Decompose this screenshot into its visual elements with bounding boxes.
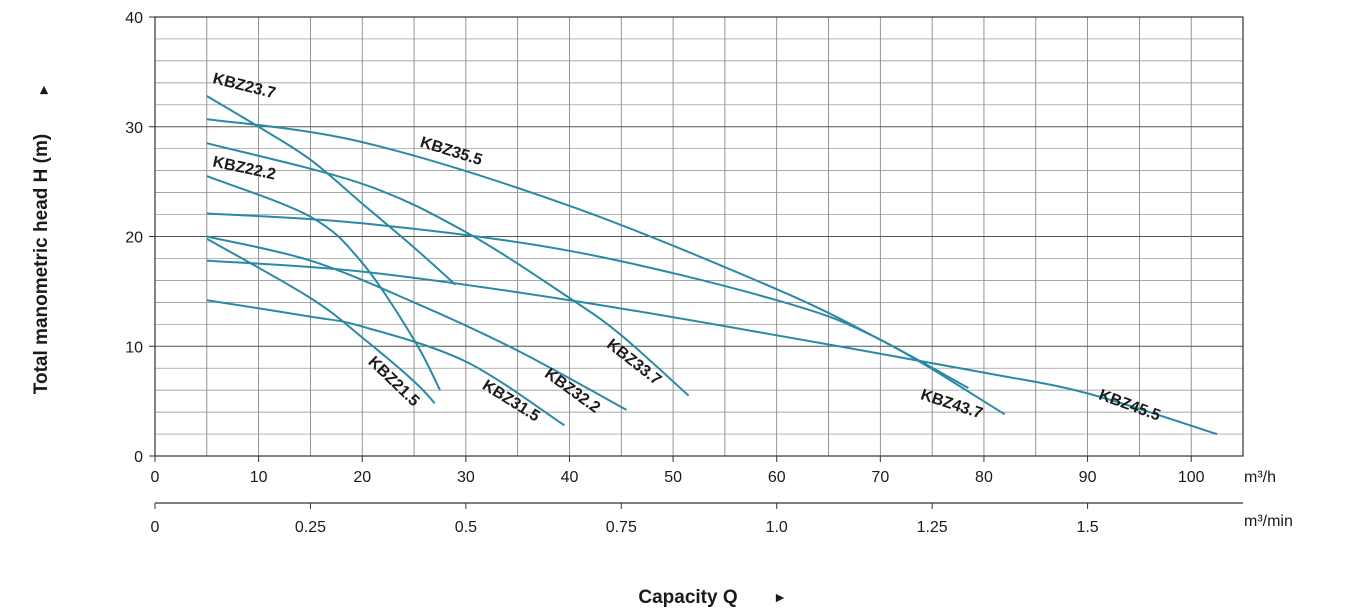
series-labels: KBZ23.7KBZ35.5KBZ22.2KBZ33.7KBZ32.2KBZ21…	[211, 70, 1163, 425]
x-tick-label: 50	[664, 469, 682, 486]
x-tick-label: 30	[457, 469, 475, 486]
y-tick-label: 40	[125, 10, 143, 27]
series-line-kbz31-5	[206, 299, 565, 427]
series-label-kbz23-7: KBZ23.7	[211, 70, 277, 102]
series-line-kbz21-5	[206, 237, 436, 404]
x-axis-unit: m³/h	[1244, 469, 1276, 486]
x-tick-label: 0	[151, 469, 160, 486]
series-label-kbz45-5: KBZ45.5	[1097, 387, 1163, 425]
x-tick-label: 10	[250, 469, 268, 486]
series-lines	[206, 95, 1218, 436]
x2-tick-label: 0.75	[606, 519, 637, 536]
x2-axis-unit: m³/min	[1244, 513, 1293, 530]
plot-grid	[155, 17, 1243, 456]
x2-tick-label: 1.25	[917, 519, 948, 536]
x-tick-label: 70	[871, 469, 889, 486]
series-label-kbz43-7: KBZ43.7	[918, 387, 984, 423]
x-tick-label: 20	[353, 469, 371, 486]
y-axis-arrow: ►	[35, 83, 51, 97]
series-line-kbz32-2	[206, 235, 627, 411]
series-line-kbz43-7	[206, 212, 1006, 416]
series-label-kbz31-5: KBZ31.5	[479, 377, 542, 425]
series-line-kbz45-5	[206, 259, 1218, 436]
x2-tick-label: 0.5	[455, 519, 477, 536]
x2-tick-label: 0	[151, 519, 160, 536]
x-tick-label: 90	[1079, 469, 1097, 486]
x2-tick-label: 1.5	[1076, 519, 1098, 536]
y-tick-label: 0	[134, 449, 143, 466]
x-tick-label: 40	[561, 469, 579, 486]
x-tick-label: 100	[1178, 469, 1205, 486]
x-axis-arrow: ►	[773, 589, 787, 605]
x-tick-label: 60	[768, 469, 786, 486]
x2-tick-label: 0.25	[295, 519, 326, 536]
y-tick-label: 30	[125, 120, 143, 137]
y-axis-label: Total manometric head H (m)	[31, 134, 52, 394]
plot-axes	[149, 16, 1244, 509]
x-tick-label: 80	[975, 469, 993, 486]
x2-tick-label: 1.0	[766, 519, 788, 536]
series-label-kbz35-5: KBZ35.5	[418, 134, 484, 169]
y-tick-label: 10	[125, 339, 143, 356]
y-tick-label: 20	[125, 230, 143, 247]
series-label-kbz33-7: KBZ33.7	[603, 336, 664, 389]
series-line-kbz33-7	[206, 142, 690, 397]
x-axis-label: Capacity Q	[638, 587, 737, 608]
series-line-kbz22-2	[206, 175, 441, 391]
